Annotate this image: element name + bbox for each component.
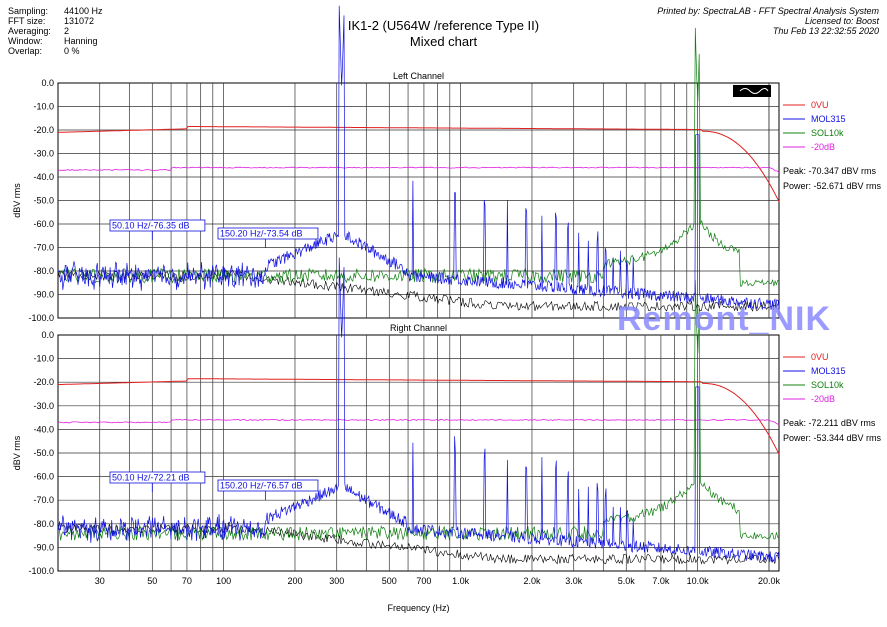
settings-label: Sampling: bbox=[8, 6, 49, 16]
y-tick-label: -50.0 bbox=[33, 448, 54, 458]
y-axis-label: dBV rms bbox=[12, 435, 22, 470]
plot-icon-wave bbox=[739, 88, 769, 94]
y-tick-label: -90.0 bbox=[33, 290, 54, 300]
y-tick-label: -40.0 bbox=[33, 424, 54, 434]
y-tick-label: -100.0 bbox=[28, 313, 54, 323]
legend-label: SOL10k bbox=[811, 380, 844, 390]
x-tick-label: 700 bbox=[416, 576, 431, 586]
annotation-box bbox=[109, 471, 206, 484]
x-tick-label: 3.0k bbox=[565, 576, 583, 586]
y-tick-label: -50.0 bbox=[33, 196, 54, 206]
annotation-box bbox=[217, 227, 319, 240]
x-tick-label: 10.0k bbox=[687, 576, 710, 586]
x-tick-label: 5.0k bbox=[618, 576, 636, 586]
legend-label: 0VU bbox=[811, 100, 829, 110]
annotation-label: 50.10 Hz/-72.21 dB bbox=[112, 473, 190, 483]
settings-value: 131072 bbox=[64, 16, 95, 26]
series-mol315-line bbox=[57, 5, 780, 311]
y-tick-label: -70.0 bbox=[33, 495, 54, 505]
x-tick-label: 70 bbox=[182, 576, 192, 586]
plot-icon bbox=[733, 85, 771, 97]
y-axis-label: dBV rms bbox=[12, 183, 22, 218]
series-black-line bbox=[57, 268, 780, 312]
y-tick-label: -100.0 bbox=[28, 566, 54, 576]
x-tick-label: 7.0k bbox=[652, 576, 670, 586]
stats-text: Power: -53.344 dBV rms bbox=[783, 433, 882, 443]
x-tick-label: 20.0k bbox=[758, 576, 781, 586]
x-tick-label: 300 bbox=[329, 576, 344, 586]
timestamp-text: Thu Feb 13 22:32:55 2020 bbox=[772, 26, 879, 36]
settings-label: FFT size: bbox=[8, 16, 46, 26]
x-tick-label: 50 bbox=[147, 576, 157, 586]
settings-label: Averaging: bbox=[8, 26, 51, 36]
panel-title: Left Channel bbox=[393, 71, 444, 81]
settings-values: 44100 Hz 131072 2 Hanning 0 % bbox=[64, 6, 103, 56]
legend-label: -20dB bbox=[811, 142, 835, 152]
x-tick-label: 500 bbox=[382, 576, 397, 586]
legend-label: -20dB bbox=[811, 394, 835, 404]
x-tick-label: 1.0k bbox=[452, 576, 470, 586]
y-tick-label: -10.0 bbox=[33, 354, 54, 364]
annotation-label: 50.10 Hz/-76.35 dB bbox=[112, 221, 190, 231]
stats-text: Peak: -72.211 dBV rms bbox=[783, 418, 876, 428]
annotation-box bbox=[109, 219, 206, 232]
x-tick-label: 100 bbox=[216, 576, 231, 586]
annotation-box bbox=[217, 479, 319, 492]
series-mol315-line bbox=[57, 257, 780, 563]
y-tick-label: -20.0 bbox=[33, 377, 54, 387]
settings-label: Window: bbox=[8, 36, 43, 46]
settings-value: Hanning bbox=[64, 36, 98, 46]
y-tick-label: -70.0 bbox=[33, 243, 54, 253]
settings-labels: Sampling: FFT size: Averaging: Window: O… bbox=[8, 6, 51, 56]
watermark: Remont_NIK bbox=[617, 300, 832, 338]
annotation-label: 150.20 Hz/-73.54 dB bbox=[220, 229, 303, 239]
panel-right bbox=[57, 257, 805, 572]
chart-subtitle: Mixed chart bbox=[409, 34, 478, 49]
stats-text: Peak: -70.347 dBV rms bbox=[783, 166, 877, 176]
series-0vu-line bbox=[57, 378, 780, 455]
panel-left bbox=[57, 5, 805, 319]
printed-by-text: Printed by: SpectraLAB - FFT Spectral An… bbox=[657, 6, 879, 16]
legend-label: SOL10k bbox=[811, 128, 844, 138]
y-tick-label: -30.0 bbox=[33, 401, 54, 411]
series-0vu-line bbox=[58, 126, 780, 202]
y-tick-label: -20.0 bbox=[33, 125, 54, 135]
legend-label: 0VU bbox=[811, 352, 829, 362]
settings-value: 2 bbox=[64, 26, 70, 36]
printed-by: Printed by: SpectraLAB - FFT Spectral An… bbox=[657, 6, 879, 36]
y-tick-label: -30.0 bbox=[33, 149, 54, 159]
stats-text: Power: -52.671 dBV rms bbox=[783, 181, 882, 191]
x-axis-label: Frequency (Hz) bbox=[387, 603, 449, 613]
settings-label: Overlap: bbox=[8, 46, 43, 56]
y-tick-label: 0.0 bbox=[41, 330, 54, 340]
y-tick-label: -40.0 bbox=[33, 172, 54, 182]
licensed-to-text: Licensed to: Boost bbox=[804, 16, 879, 26]
annotation-label: 150.20 Hz/-76.57 dB bbox=[220, 481, 303, 491]
chart-title: IK1-2 (U564W /reference Type II) bbox=[347, 18, 540, 33]
series-minus20db-line bbox=[57, 166, 780, 173]
x-tick-label: 200 bbox=[287, 576, 302, 586]
settings-value: 0 % bbox=[64, 46, 80, 56]
y-tick-label: -80.0 bbox=[33, 266, 54, 276]
y-tick-label: 0.0 bbox=[41, 78, 54, 88]
x-tick-label: 2.0k bbox=[523, 576, 541, 586]
series-sol10k-line bbox=[57, 27, 780, 287]
series-minus20db-line bbox=[57, 419, 780, 425]
y-tick-label: -80.0 bbox=[33, 519, 54, 529]
settings-value: 44100 Hz bbox=[64, 6, 103, 16]
legend-label: MOL315 bbox=[811, 114, 846, 124]
y-tick-label: -90.0 bbox=[33, 542, 54, 552]
y-tick-label: -60.0 bbox=[33, 219, 54, 229]
y-tick-label: -10.0 bbox=[33, 102, 54, 112]
x-tick-label: 30 bbox=[95, 576, 105, 586]
legend-label: MOL315 bbox=[811, 366, 846, 376]
y-tick-label: -60.0 bbox=[33, 472, 54, 482]
panel-title: Right Channel bbox=[390, 323, 447, 333]
